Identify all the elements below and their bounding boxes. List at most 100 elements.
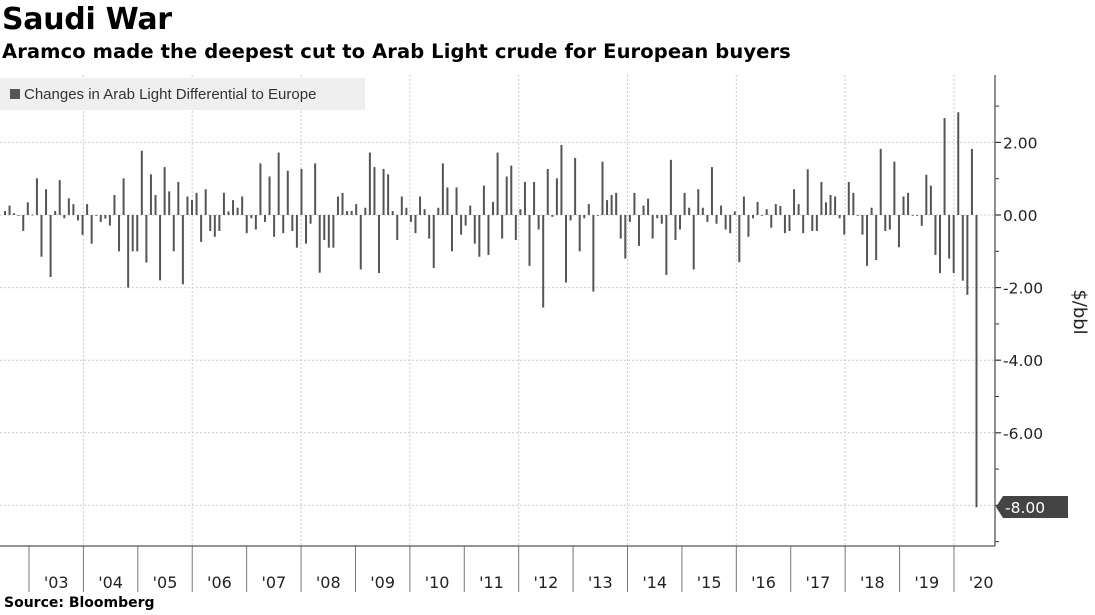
y-tick-label: -2.00 (1003, 280, 1043, 298)
x-tick-label: '06 (207, 573, 232, 592)
bar (619, 215, 622, 239)
legend: Changes in Arab Light Differential to Eu… (0, 78, 365, 110)
bar (245, 215, 248, 234)
bar (555, 178, 558, 215)
bar (99, 215, 102, 222)
x-tick-label: '10 (425, 573, 450, 592)
bar (131, 215, 134, 252)
bar (218, 215, 221, 231)
bar (22, 215, 25, 231)
x-tick-label: '11 (479, 573, 504, 592)
bar (793, 189, 796, 215)
bar (450, 215, 453, 252)
bar (314, 163, 317, 215)
bar (200, 215, 203, 242)
bar (852, 192, 855, 215)
bar (606, 200, 609, 215)
x-tick-label: '14 (642, 573, 667, 592)
bar (674, 215, 677, 241)
bar (95, 215, 98, 216)
bar (920, 215, 923, 226)
bar (916, 215, 919, 216)
bar (528, 215, 531, 266)
bar (574, 158, 577, 215)
bar (875, 215, 878, 261)
bar (259, 163, 262, 215)
bar (286, 170, 289, 215)
x-tick-label: '16 (751, 573, 776, 592)
x-axis-labels: '03 '04 '05 '06 '07 '08 '09 '10 '11 '12 '13 '14 '15 '… (44, 573, 994, 592)
bar (637, 215, 640, 246)
bar (911, 215, 914, 216)
bar (966, 215, 969, 295)
bar (907, 192, 910, 215)
bar (487, 215, 490, 255)
bar (752, 215, 755, 219)
bar (692, 215, 695, 270)
bar (783, 215, 786, 234)
x-tick-label: '04 (98, 573, 123, 592)
x-tick-label: '12 (534, 573, 559, 592)
bar (701, 207, 704, 215)
bar (460, 215, 463, 235)
bar (669, 159, 672, 215)
bar (172, 215, 175, 252)
bar (660, 215, 663, 224)
legend-swatch (10, 89, 20, 99)
bar (17, 215, 20, 216)
bar (897, 215, 900, 248)
bar (815, 215, 818, 231)
bar (742, 196, 745, 215)
bar (49, 215, 52, 278)
bar (765, 209, 768, 215)
source-note: Source: Bloomberg (4, 595, 155, 611)
bar (332, 215, 335, 248)
bar (67, 198, 70, 215)
bar (697, 189, 700, 215)
bar (213, 215, 216, 237)
bar (222, 192, 225, 215)
bar (122, 178, 125, 215)
bar (236, 207, 239, 215)
bar (975, 215, 978, 508)
bar (195, 192, 198, 215)
bar (455, 187, 458, 215)
bar (879, 148, 882, 215)
bar (323, 215, 326, 241)
bar (405, 207, 408, 215)
bar (414, 215, 417, 234)
bar (254, 215, 257, 230)
axes (0, 75, 1001, 592)
bar (756, 201, 759, 215)
last-value-callout: -8.00 (996, 496, 1068, 518)
bar (651, 215, 654, 239)
bar (400, 196, 403, 215)
bar (861, 215, 864, 235)
x-tick-label: '08 (316, 573, 341, 592)
bar (802, 215, 805, 234)
bar (108, 215, 111, 226)
bar (592, 215, 595, 292)
bar (273, 215, 276, 237)
bar (519, 209, 522, 215)
bar (409, 215, 412, 222)
bar (35, 178, 38, 215)
bar (866, 215, 869, 266)
bar (140, 150, 143, 215)
bar (437, 207, 440, 215)
bar (118, 215, 121, 252)
y-tick-label: -6.00 (1003, 425, 1043, 443)
callout-box (996, 496, 1068, 518)
bar (970, 148, 973, 215)
bar (565, 215, 568, 283)
x-tick-label: '09 (370, 573, 395, 592)
bar (368, 152, 371, 215)
bar (615, 192, 618, 215)
bar (925, 174, 928, 215)
bar (610, 195, 613, 215)
bar (4, 211, 6, 215)
bar (346, 211, 349, 215)
x-tick-label: '18 (860, 573, 885, 592)
bar (58, 180, 61, 215)
bar (788, 215, 791, 231)
